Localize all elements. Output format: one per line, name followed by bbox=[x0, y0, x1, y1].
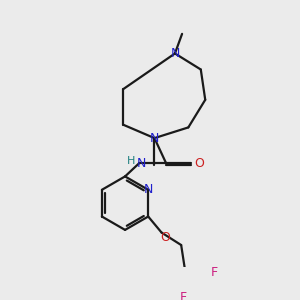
Text: O: O bbox=[160, 230, 170, 244]
Text: N: N bbox=[150, 132, 159, 145]
Text: N: N bbox=[136, 157, 146, 169]
Text: N: N bbox=[143, 183, 153, 196]
Text: F: F bbox=[211, 266, 218, 279]
Text: O: O bbox=[194, 157, 204, 169]
Text: F: F bbox=[179, 291, 187, 300]
Text: H: H bbox=[127, 156, 135, 166]
Text: N: N bbox=[170, 47, 180, 60]
